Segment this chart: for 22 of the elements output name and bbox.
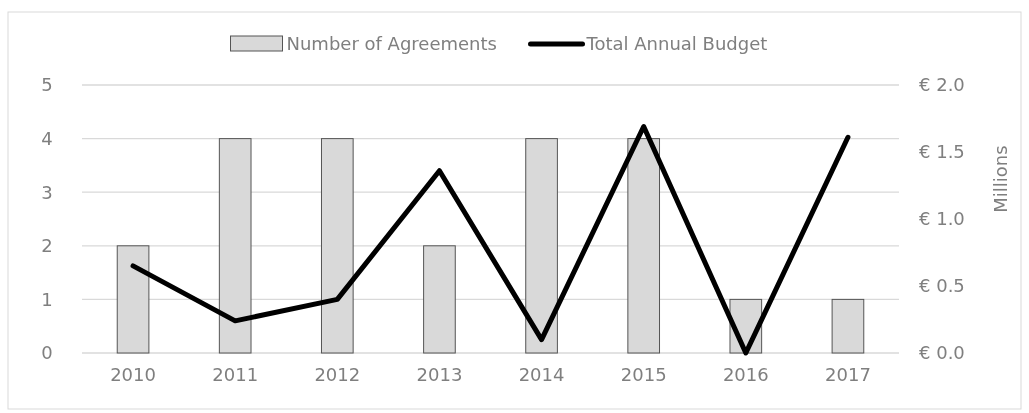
legend-label: Number of Agreements [286,33,497,55]
x-tick-label: 2015 [620,364,667,385]
y-tick-label: 1 [41,288,53,310]
y-tick-label: 3 [41,181,53,203]
y-tick-label: 5 [41,74,53,96]
y2-tick-label: € 2.0 [919,74,965,96]
y-tick-label: 0 [41,342,53,364]
y-tick-label: 2 [41,235,53,257]
x-tick-label: 2017 [825,364,871,385]
x-tick-label: 2012 [314,364,361,385]
x-tick-label: 2013 [416,364,463,385]
y2-tick-label: € 0.5 [919,275,965,297]
x-tick-label: 2010 [110,364,156,385]
x-tick-label: 2014 [518,364,565,385]
x-tick-label: 2016 [722,364,769,385]
y2-tick-label: € 1.0 [919,208,965,230]
y2-tick-label: € 0.0 [919,342,965,364]
y-tick-label: 4 [41,127,53,149]
y2-axis-title: Millions [990,145,1011,213]
y2-tick-label: € 1.5 [919,141,965,163]
legend-label: Total Annual Budget [585,33,768,55]
x-tick-label: 2011 [212,364,259,385]
